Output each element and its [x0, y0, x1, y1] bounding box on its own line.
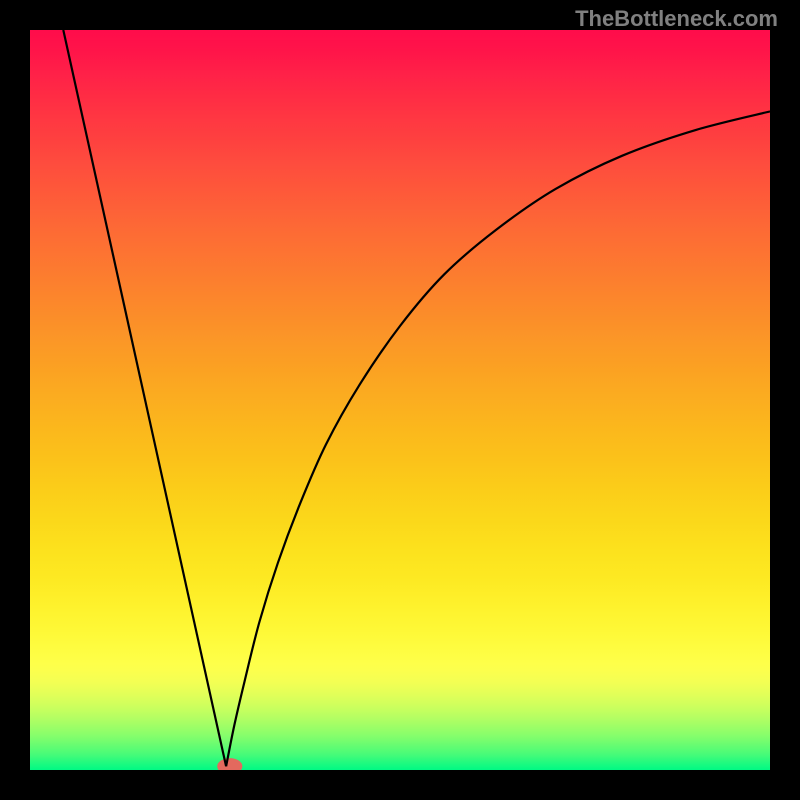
chart-container: TheBottleneck.com: [0, 0, 800, 800]
bottleneck-chart: [30, 30, 770, 770]
watermark-text: TheBottleneck.com: [575, 6, 778, 32]
